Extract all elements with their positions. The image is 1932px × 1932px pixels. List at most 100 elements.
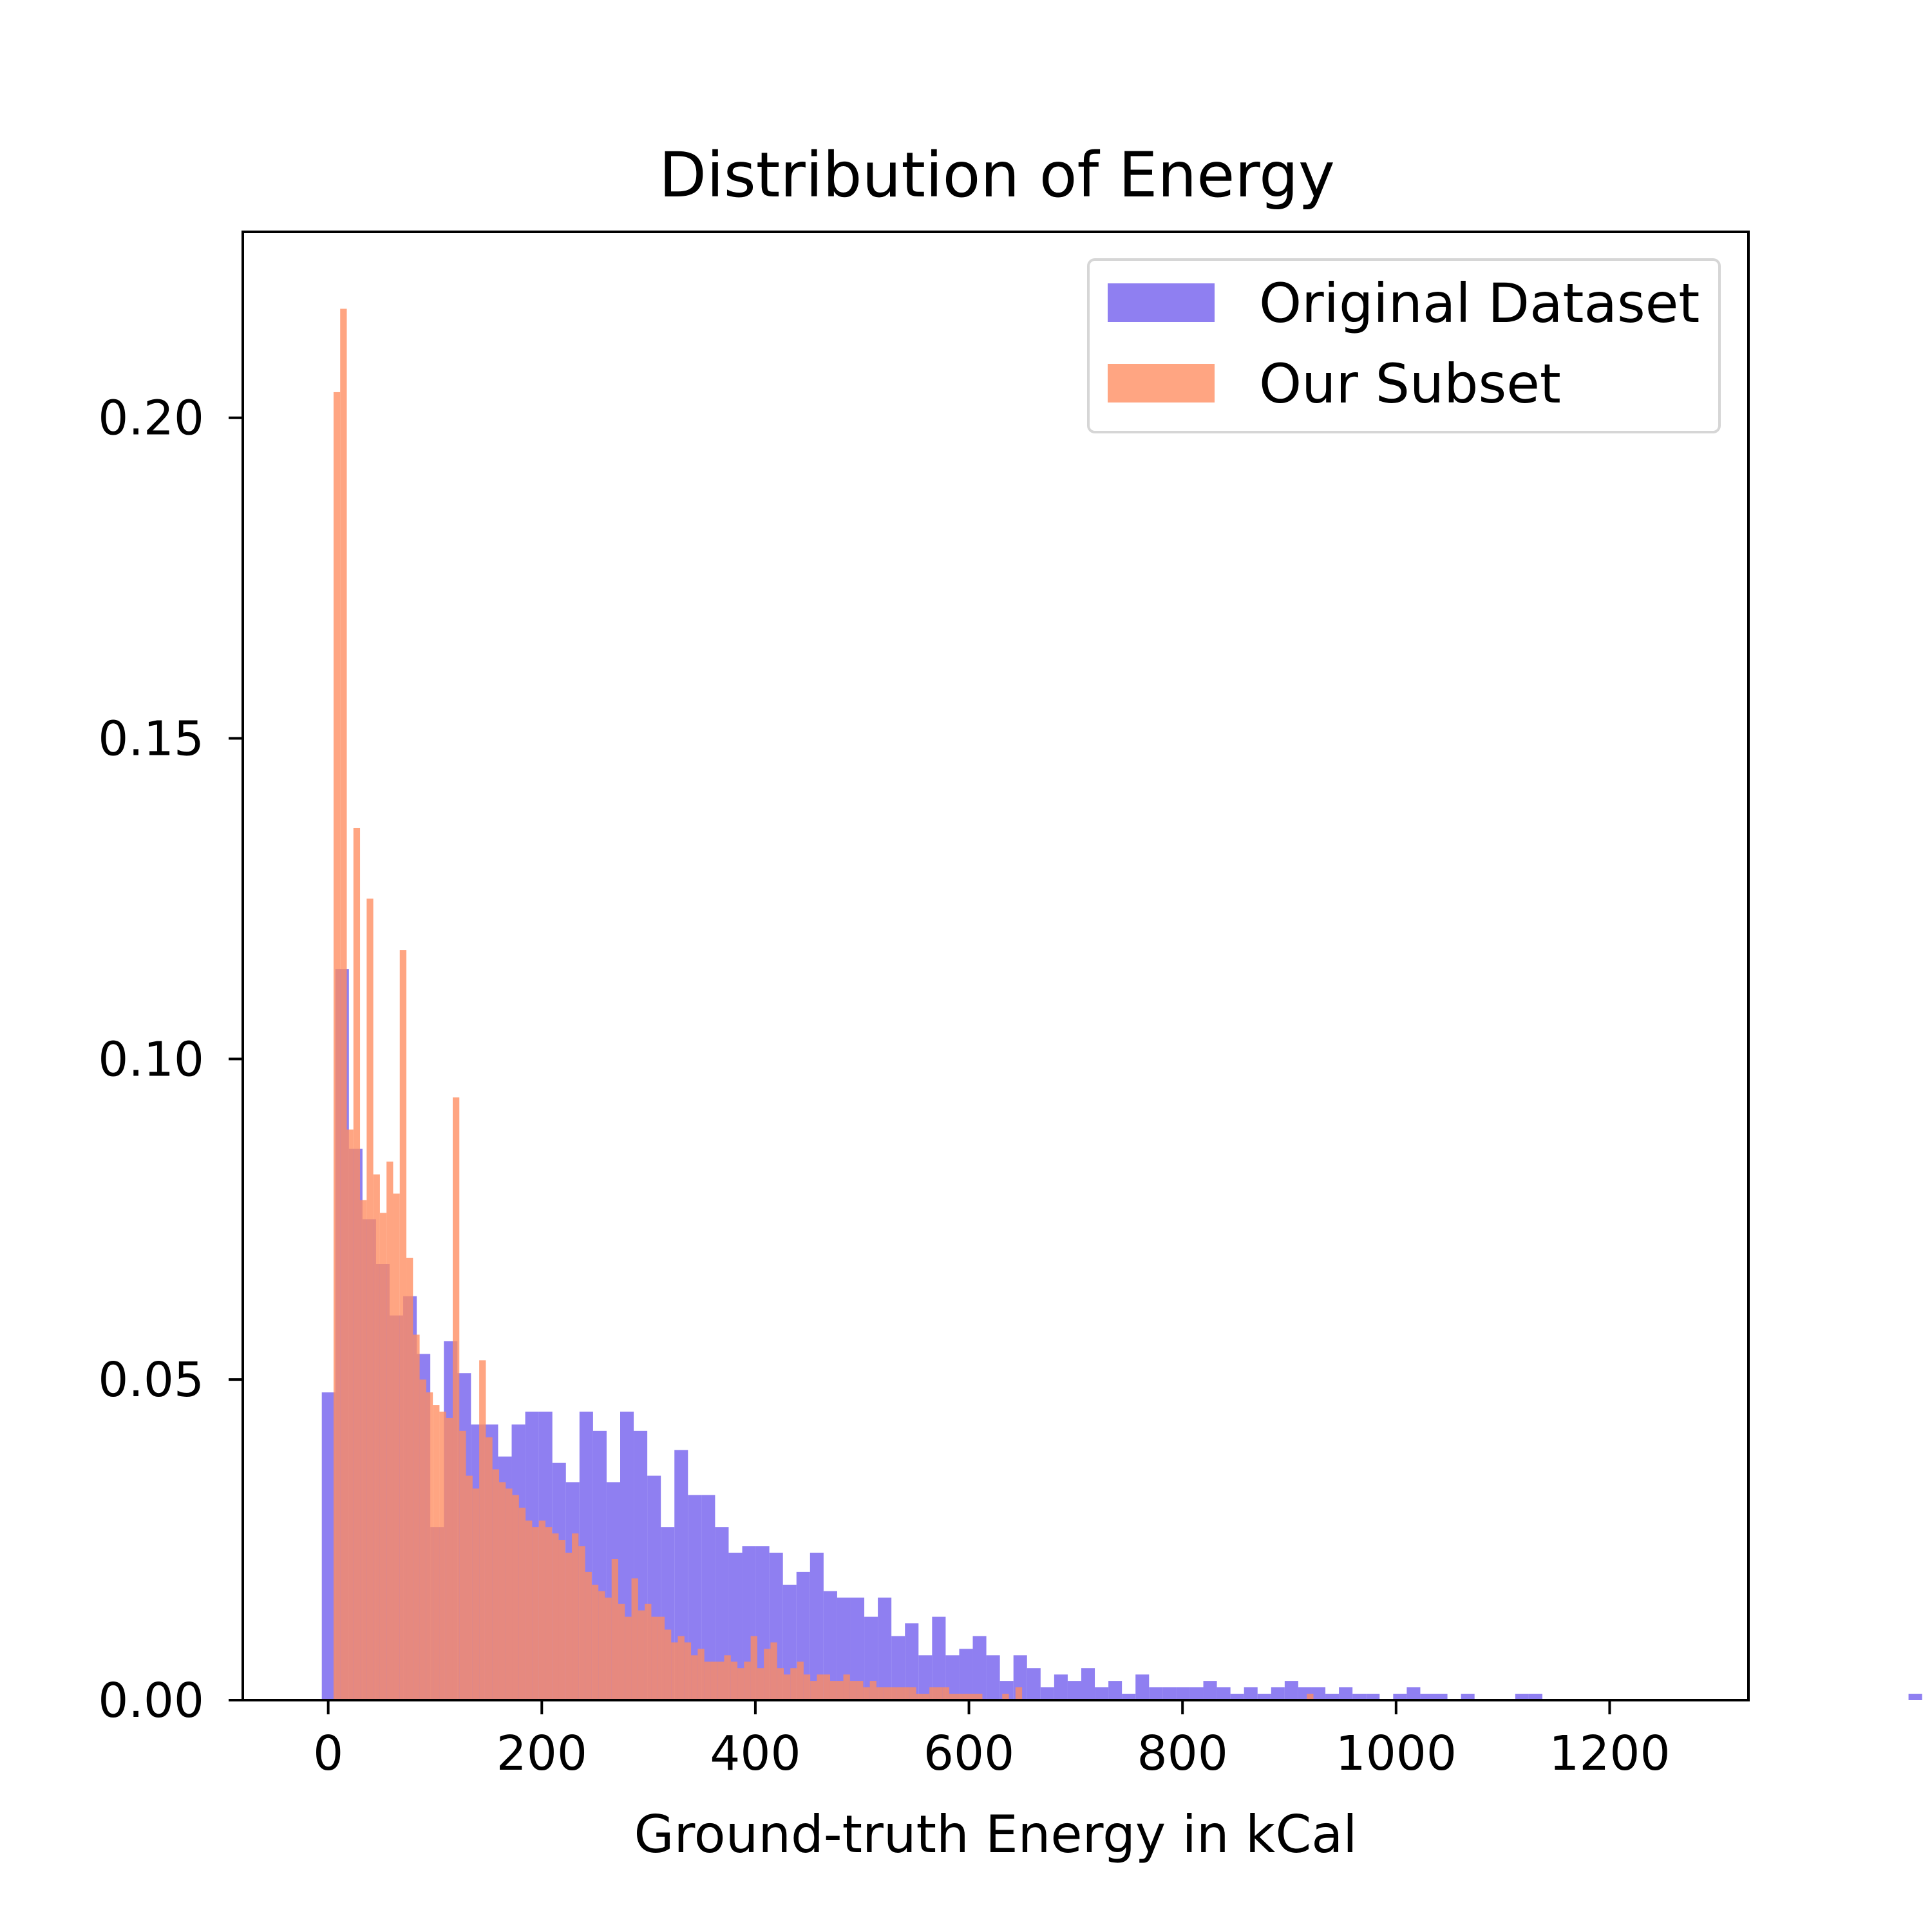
histogram-bar xyxy=(1461,1694,1475,1700)
histogram-bar xyxy=(399,950,407,1700)
histogram-bar xyxy=(1528,1694,1542,1700)
legend-label-original-dataset: Original Dataset xyxy=(1259,272,1700,335)
histogram-bar xyxy=(459,1430,466,1700)
y-axis-ticks: 0.00 0.05 0.10 0.15 0.20 xyxy=(98,391,243,1728)
histogram-bars xyxy=(321,308,1922,1701)
histogram-bar xyxy=(969,1694,976,1700)
histogram-bar xyxy=(1027,1668,1041,1700)
histogram-bar xyxy=(631,1578,638,1700)
histogram-bar xyxy=(864,1616,878,1700)
histogram-bar xyxy=(724,1655,731,1700)
histogram-bar xyxy=(658,1616,665,1700)
histogram-bar xyxy=(891,1636,905,1700)
histogram-bar xyxy=(572,1533,579,1700)
histogram-bar xyxy=(366,898,374,1700)
histogram-bar xyxy=(810,1553,824,1700)
histogram-bar xyxy=(1081,1668,1095,1700)
histogram-bar xyxy=(1908,1694,1922,1700)
histogram-bar xyxy=(1149,1687,1163,1700)
plot-frame xyxy=(242,231,1750,1701)
histogram-bar xyxy=(1352,1694,1367,1700)
histogram-bar xyxy=(532,1527,539,1700)
legend-label-our-subset: Our Subset xyxy=(1259,352,1561,415)
histogram-bar xyxy=(446,1417,453,1700)
histogram-bar xyxy=(942,1687,950,1700)
histogram-bar xyxy=(837,1681,844,1700)
histogram-bar xyxy=(512,1495,519,1700)
histogram-bar xyxy=(671,1642,678,1700)
y-tick-label: 0.15 xyxy=(98,712,204,767)
histogram-bar xyxy=(506,1488,513,1700)
histogram-bar xyxy=(552,1533,559,1700)
histogram-bar xyxy=(959,1649,973,1700)
histogram-bar xyxy=(744,1662,751,1700)
histogram-bar xyxy=(962,1694,969,1700)
histogram-bar xyxy=(1067,1681,1081,1700)
histogram-bar xyxy=(1420,1694,1434,1700)
histogram-bar xyxy=(605,1597,612,1700)
histogram-bar xyxy=(413,1334,420,1700)
y-tick-label: 0.20 xyxy=(98,391,204,446)
histogram-bar xyxy=(618,1604,625,1700)
histogram-bar xyxy=(674,1450,688,1700)
histogram-bar xyxy=(1515,1694,1529,1700)
x-tick-label: 800 xyxy=(1137,1726,1228,1781)
histogram-bar xyxy=(433,1405,440,1700)
legend: Original Dataset Our Subset xyxy=(1087,258,1721,433)
histogram-bar xyxy=(591,1584,599,1700)
x-tick-label: 200 xyxy=(497,1726,587,1781)
histogram-bar xyxy=(1135,1674,1150,1700)
histogram-bar xyxy=(498,1482,506,1700)
histogram-bar xyxy=(829,1681,837,1700)
histogram-bar xyxy=(1366,1694,1380,1700)
histogram-bar xyxy=(558,1540,565,1700)
histogram-bar xyxy=(1325,1694,1340,1700)
histogram-bar xyxy=(850,1597,865,1700)
series-our-subset xyxy=(333,308,1314,1701)
histogram-bar xyxy=(843,1674,850,1700)
histogram-bar xyxy=(701,1495,715,1700)
histogram-bar xyxy=(949,1694,956,1700)
y-tick-label: 0.00 xyxy=(98,1673,204,1728)
histogram-bar xyxy=(737,1668,744,1700)
y-tick-label: 0.10 xyxy=(98,1032,204,1087)
histogram-bar xyxy=(585,1571,592,1700)
histogram-bar xyxy=(1307,1694,1314,1700)
histogram-bar xyxy=(578,1546,585,1700)
histogram-bar xyxy=(757,1668,764,1700)
histogram-bar xyxy=(932,1616,946,1700)
histogram-bar xyxy=(803,1674,811,1700)
histogram-bar xyxy=(916,1694,923,1700)
histogram-bar xyxy=(1054,1674,1068,1700)
histogram-bar xyxy=(710,1662,718,1700)
histogram-bar xyxy=(386,1161,393,1700)
histogram-bar xyxy=(538,1520,545,1700)
histogram-bar xyxy=(321,1392,336,1700)
histogram-bar xyxy=(638,1610,645,1700)
histogram-bar xyxy=(956,1694,963,1700)
histogram-bar xyxy=(684,1642,692,1700)
histogram-bar xyxy=(869,1681,876,1700)
histogram-bar xyxy=(764,1649,771,1700)
histogram-bar xyxy=(697,1649,705,1700)
histogram-bar xyxy=(976,1694,983,1700)
histogram-bar xyxy=(1217,1687,1231,1700)
histogram-bar xyxy=(664,1629,672,1700)
histogram-bar xyxy=(1257,1694,1271,1700)
histogram-bar xyxy=(466,1475,473,1700)
histogram-bar xyxy=(1122,1694,1136,1700)
histogram-bar xyxy=(896,1687,904,1700)
histogram-bar xyxy=(784,1674,791,1700)
histogram-bar xyxy=(379,1213,387,1700)
histogram-bar xyxy=(1162,1687,1177,1700)
histogram-bar xyxy=(472,1488,480,1700)
histogram-bar xyxy=(651,1616,658,1700)
histogram-bar xyxy=(439,1411,446,1700)
histogram-bar xyxy=(518,1508,526,1700)
histogram-bar xyxy=(883,1687,890,1700)
legend-box xyxy=(1087,258,1721,433)
x-tick-label: 600 xyxy=(923,1726,1014,1781)
x-axis-ticks: 0 200 400 600 800 1000 1200 xyxy=(313,1700,1671,1781)
histogram-bar xyxy=(1230,1694,1244,1700)
